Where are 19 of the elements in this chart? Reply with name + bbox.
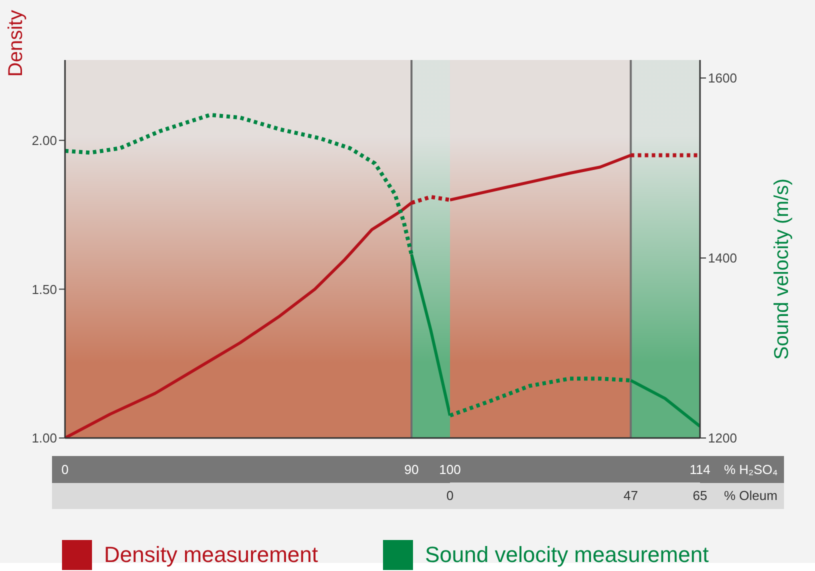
legend-label: Density measurement — [104, 542, 318, 568]
x-tick-label: 0 — [446, 488, 454, 503]
y-axis-title: Density — [5, 10, 27, 77]
y-tick-label: 2.00 — [32, 132, 57, 148]
x-tick-label: 65 — [692, 488, 708, 503]
y-tick-label: 1.00 — [32, 430, 57, 446]
x2-tick-label: 100 — [439, 462, 461, 477]
y2-tick-label: 1200 — [708, 430, 737, 446]
x-tick-label: 0 — [61, 462, 69, 477]
y2-tick-label: 1400 — [708, 250, 737, 266]
x-tick-label: 90 — [404, 462, 419, 477]
x2-tick-label: 114 — [690, 462, 710, 477]
x2-axis-title: % H₂SO₄ — [724, 462, 778, 477]
y2-tick-label: 1600 — [708, 70, 737, 86]
y-tick-label: 1.50 — [32, 282, 57, 297]
x-axis-title: % Oleum — [724, 488, 778, 503]
y2-axis-title: Sound velocity (m/s) — [771, 178, 793, 360]
x-tick-label: 47 — [624, 488, 638, 503]
legend-label: Sound velocity measurement — [424, 542, 709, 568]
